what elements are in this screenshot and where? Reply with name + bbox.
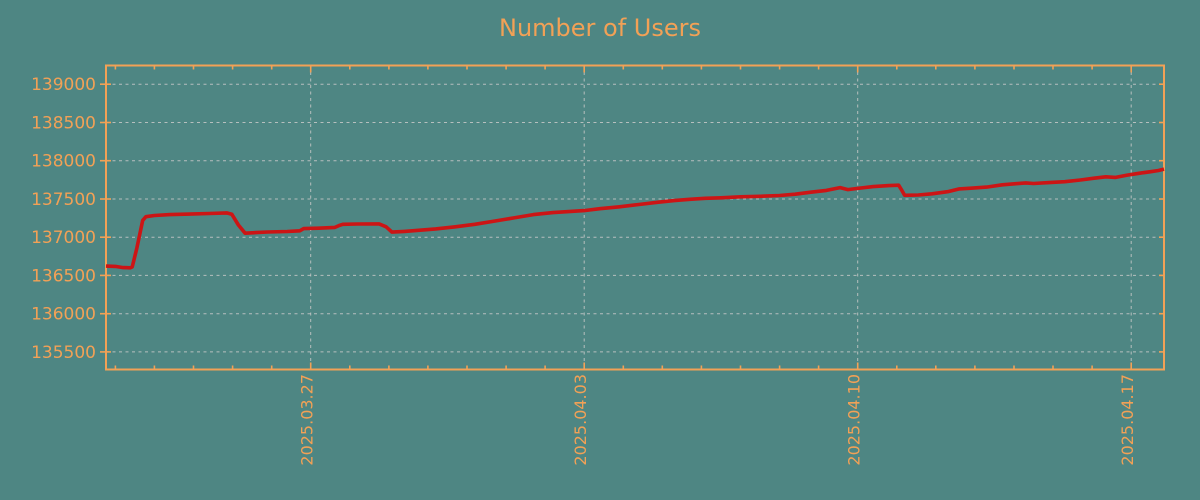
x-tick-label: 2025.04.17: [1118, 374, 1137, 466]
y-tick-label: 138000: [31, 152, 96, 172]
y-tick-label: 137000: [31, 228, 96, 248]
x-tick-label: 2025.04.10: [845, 374, 864, 466]
users-series-line: [105, 167, 1165, 270]
y-tick-label: 139000: [31, 75, 96, 95]
y-tick-label: 138500: [31, 114, 96, 134]
x-tick-label: 2025.03.27: [298, 374, 317, 466]
y-tick-label: 137500: [31, 190, 96, 210]
plot-border: [105, 64, 1165, 371]
y-tick-label: 136500: [31, 266, 96, 286]
y-tick-label: 136000: [31, 305, 96, 325]
chart-title: Number of Users: [498, 14, 701, 42]
x-tick-label: 2025.04.03: [571, 374, 590, 466]
y-tick-label: 135500: [31, 343, 96, 363]
